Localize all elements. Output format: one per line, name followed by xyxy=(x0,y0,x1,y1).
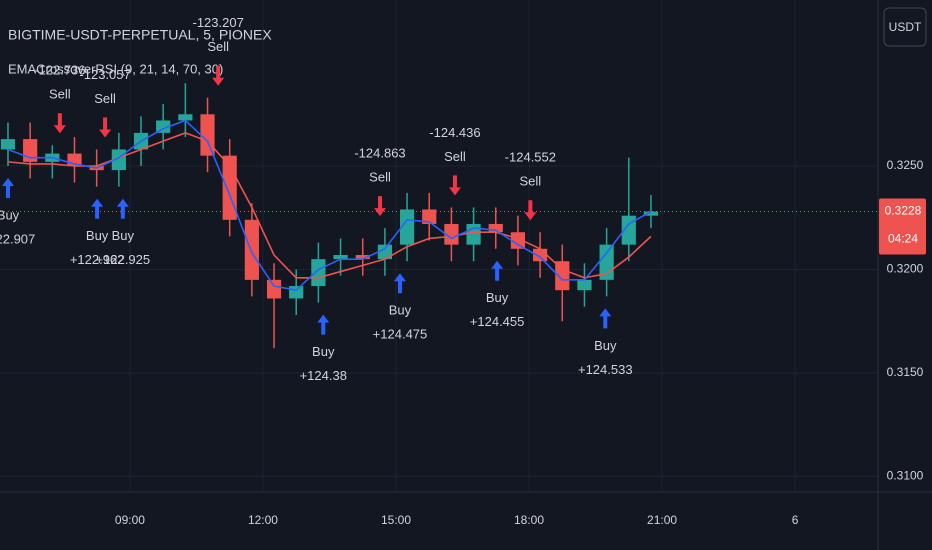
candle-body xyxy=(577,279,592,291)
candle-body xyxy=(355,255,370,260)
candle-body xyxy=(510,232,526,249)
last-price-label: 0.3228 xyxy=(885,204,922,218)
signal-value: +122.925 xyxy=(96,252,151,267)
candle-body xyxy=(0,139,16,150)
candle-body xyxy=(621,215,636,245)
chart-title: BIGTIME-USDT-PERPETUAL, 5, PIONEX xyxy=(8,27,272,43)
x-tick-label: 21:00 xyxy=(647,513,677,527)
signal-side: Sell xyxy=(444,149,466,164)
signal-side: Buy xyxy=(594,338,617,353)
candle-body xyxy=(311,259,326,287)
sell-arrow xyxy=(212,65,225,86)
signal-side: Sell xyxy=(369,170,391,185)
sell-arrow xyxy=(53,113,66,134)
signal-side: Sell xyxy=(49,87,71,102)
buy-arrow xyxy=(317,314,330,335)
sell-arrow xyxy=(99,117,112,138)
signal-side: Buy xyxy=(0,207,20,222)
signal-side: Buy xyxy=(112,228,135,243)
sell-arrow xyxy=(448,175,461,196)
signal-side: Buy xyxy=(389,303,412,318)
indicator-name: EMACrossoverRSI (9, 21, 14, 70, 30) xyxy=(8,61,223,76)
sell-arrow xyxy=(524,200,537,221)
currency-button[interactable] xyxy=(883,7,927,47)
signal-value: +124.533 xyxy=(578,362,633,377)
candle-body xyxy=(156,120,171,133)
candle-body xyxy=(289,286,304,299)
signal-side: Buy xyxy=(86,228,109,243)
signal-value: -124.436 xyxy=(429,125,480,140)
candle-body xyxy=(466,223,481,245)
candle-body xyxy=(488,223,503,233)
buy-arrow xyxy=(393,273,406,294)
last-price-box xyxy=(879,198,926,255)
y-tick-label: 0.3150 xyxy=(887,365,924,379)
signal-value: -122.736 xyxy=(34,63,85,78)
candle-body xyxy=(200,114,215,156)
currency-label[interactable]: USDT xyxy=(889,20,922,34)
x-tick-label: 12:00 xyxy=(248,513,278,527)
signal-value: +122.907 xyxy=(0,231,35,246)
candle-body xyxy=(266,279,282,299)
x-tick-label: 09:00 xyxy=(115,513,145,527)
x-tick-label: 18:00 xyxy=(514,513,544,527)
signal-side: Sell xyxy=(94,91,116,106)
buy-arrow xyxy=(599,308,612,329)
x-tick-label: 6 xyxy=(792,513,799,527)
labels: 0.3250 0.3200 0.3150 0.3100 09:00 12:00 15:00 1… xyxy=(0,15,926,527)
candle-body xyxy=(399,209,415,245)
signal-value: -123.207 xyxy=(193,15,244,30)
signal-value: +124.38 xyxy=(300,368,347,383)
buy-arrow xyxy=(1,178,14,199)
y-tick-label: 0.3250 xyxy=(887,158,924,172)
buy-arrow xyxy=(491,260,504,281)
signal-value: -123.057 xyxy=(79,67,130,82)
candle-body xyxy=(244,219,259,280)
signal-side: Buy xyxy=(486,290,509,305)
plot xyxy=(0,83,878,349)
candle-body xyxy=(377,244,392,260)
candle-body xyxy=(333,255,348,260)
candle-body xyxy=(643,211,659,216)
signal-value: +124.455 xyxy=(470,314,525,329)
signal-value: -124.552 xyxy=(505,150,556,165)
buy-arrow xyxy=(91,198,104,219)
signal-side: Sell xyxy=(207,39,229,54)
candle-body xyxy=(178,114,193,121)
candle-body xyxy=(422,209,437,224)
sell-arrow xyxy=(374,196,387,217)
candle-body xyxy=(444,223,459,245)
signal-value: -124.863 xyxy=(354,146,405,161)
y-tick-label: 0.3100 xyxy=(887,469,924,483)
buy-arrow xyxy=(116,198,129,219)
signal-side: Sell xyxy=(520,174,542,189)
countdown-label: 04:24 xyxy=(888,232,918,246)
x-tick-label: 15:00 xyxy=(381,513,411,527)
ema-line xyxy=(7,119,652,292)
grid xyxy=(0,0,878,492)
y-tick-label: 0.3200 xyxy=(887,262,924,276)
signal-value: +122.962 xyxy=(70,252,125,267)
candle-body xyxy=(555,261,570,291)
signal-value: +124.475 xyxy=(373,327,428,342)
signal-side: Buy xyxy=(312,344,335,359)
